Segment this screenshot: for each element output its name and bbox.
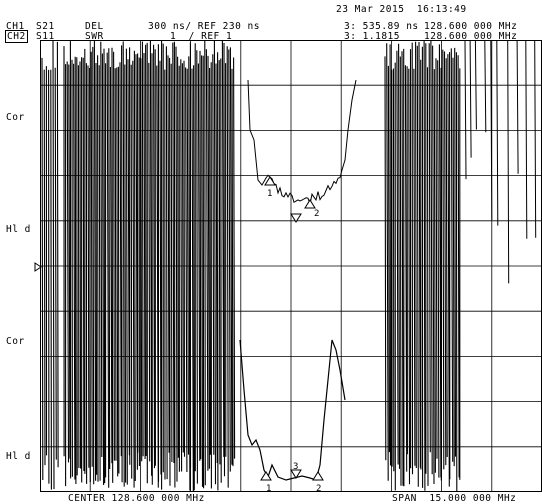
side-label-cor-2: Cor xyxy=(6,336,25,347)
ch1-param: S21 xyxy=(36,21,55,32)
datetime: 23 Mar 2015 16:13:49 xyxy=(336,4,467,15)
ch1-marker: 3: 535.89 ns xyxy=(344,21,419,32)
delay-noise-left-edge xyxy=(41,40,59,490)
span-frequency: SPAN 15.000 000 MHz xyxy=(392,493,517,504)
delay-noise-left-band xyxy=(63,40,236,492)
ch1-delay-trace xyxy=(247,79,357,207)
side-label-cor-1: Cor xyxy=(6,112,25,123)
marker-layer: 1 2 1 3 2 xyxy=(260,176,324,492)
ch2-marker-3-label: 3 xyxy=(293,462,298,472)
ch1-label: CH1 xyxy=(6,21,25,32)
ch2-marker-1-label: 1 xyxy=(266,484,271,492)
ch1-marker-2-label: 2 xyxy=(314,209,319,219)
ch1-marker-2-icon xyxy=(304,199,316,209)
ch2-swr-trace xyxy=(239,339,346,481)
network-analyzer-display: 1 2 1 3 2 xyxy=(40,40,542,492)
ch2-marker: 3: 1.1815 xyxy=(344,31,400,42)
ch2-marker-3-icon xyxy=(290,469,302,479)
ch2-label: CH2 xyxy=(5,30,28,43)
center-frequency: CENTER 128.600 000 MHz xyxy=(68,493,205,504)
side-label-hld-1: Hl d xyxy=(6,224,31,235)
ch2-marker-2-label: 2 xyxy=(316,484,321,492)
ch2-marker-freq: 128.600 000 MHz xyxy=(424,31,518,42)
ch1-marker-1-label: 1 xyxy=(267,189,272,199)
ch2-scale: 1 / REF 1 xyxy=(170,31,233,42)
side-label-hld-2: Hl d xyxy=(6,451,31,462)
ch1-marker-3-icon xyxy=(290,213,302,223)
ch1-marker-1-icon xyxy=(264,176,276,186)
ch2-marker-2-icon xyxy=(312,471,324,481)
ch2-format: SWR xyxy=(85,31,104,42)
delay-noise-right-band xyxy=(384,40,461,492)
ch2-marker-1-icon xyxy=(260,471,272,481)
reference-position-icon xyxy=(34,262,42,272)
delay-noise-right-spikes xyxy=(464,40,537,284)
ch2-param: S11 xyxy=(36,31,55,42)
ch1-scale: 300 ns/ REF 230 ns xyxy=(148,21,260,32)
ch1-marker-freq: 128.600 000 MHz xyxy=(424,21,518,32)
ch1-format: DEL xyxy=(85,21,104,32)
traces xyxy=(41,40,537,492)
